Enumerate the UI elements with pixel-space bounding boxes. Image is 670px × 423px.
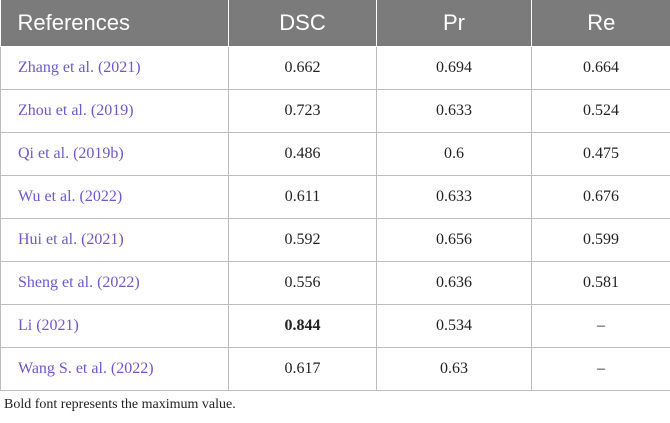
reference-close-paren: ) xyxy=(116,188,123,205)
reference-year-link[interactable]: 2021 xyxy=(41,317,74,334)
dsc-cell: 0.611 xyxy=(228,175,377,219)
reference-cell: Hui et al. (2021) xyxy=(0,218,229,262)
reference-year-link[interactable]: 2022 xyxy=(102,274,135,291)
pr-cell: 0.63 xyxy=(376,347,532,391)
reference-cell: Qi et al. (2019b) xyxy=(0,132,229,176)
re-cell: – xyxy=(531,304,670,348)
reference-cell: Zhang et al. (2021) xyxy=(0,46,229,90)
reference-author-link[interactable]: Sheng et al. ( xyxy=(18,274,103,291)
reference-cell: Wu et al. (2022) xyxy=(0,175,229,219)
re-cell: 0.475 xyxy=(531,132,670,176)
reference-year-link[interactable]: 2019b xyxy=(78,145,119,162)
re-cell: 0.599 xyxy=(531,218,670,262)
table-row: Li (2021) 0.844 0.534– xyxy=(0,304,670,348)
table-row: Zhou et al. (2019) 0.723 0.633 0.524 xyxy=(0,89,670,133)
reference-year-link[interactable]: 2022 xyxy=(84,188,117,205)
re-cell: 0.676 xyxy=(531,175,670,219)
reference-cell: Wang S. et al. (2022) xyxy=(0,347,229,391)
reference-year-link[interactable]: 2021 xyxy=(103,59,136,76)
pr-cell: 0.636 xyxy=(376,261,532,305)
dsc-cell: 0.662 xyxy=(228,46,377,90)
reference-author-link[interactable]: Wang S. et al. ( xyxy=(18,360,117,377)
header-dsc: DSC xyxy=(228,0,377,47)
reference-year-link[interactable]: 2019 xyxy=(96,102,129,119)
reference-author-link[interactable]: Wu et al. ( xyxy=(18,188,85,205)
dsc-cell: 0.617 xyxy=(228,347,377,391)
header-re: Re xyxy=(531,0,670,47)
header-references: References xyxy=(0,0,229,47)
re-cell: – xyxy=(531,347,670,391)
reference-author-link[interactable]: Hui et al. ( xyxy=(18,231,87,248)
table-row: Wu et al. (2022) 0.611 0.633 0.676 xyxy=(0,175,670,219)
dsc-cell: 0.844 xyxy=(228,304,377,348)
reference-author-link[interactable]: Zhang et al. ( xyxy=(18,59,104,76)
pr-cell: 0.656 xyxy=(376,218,532,262)
pr-cell: 0.534 xyxy=(376,304,532,348)
reference-author-link[interactable]: Qi et al. ( xyxy=(18,145,79,162)
reference-close-paren: ) xyxy=(135,59,141,76)
table-row: Hui et al. (2021) 0.592 0.656 0.599 xyxy=(0,218,670,262)
reference-close-paren: ) xyxy=(118,145,124,162)
table-header-row: References DSC Pr Re xyxy=(0,0,670,47)
results-table-container: References DSC Pr Re Zhang et al. (2021)… xyxy=(0,0,670,391)
reference-cell: Zhou et al. (2019) xyxy=(0,89,229,133)
table-row: Sheng et al. (2022) 0.556 0.636 0.581 xyxy=(0,261,670,305)
re-cell: 0.581 xyxy=(531,261,670,305)
reference-close-paren: ) xyxy=(118,231,124,248)
table-row: Zhang et al. (2021) 0.662 0.694 0.664 xyxy=(0,46,670,90)
reference-author-link[interactable]: Li ( xyxy=(18,317,42,334)
reference-close-paren: ) xyxy=(148,360,154,377)
re-cell: 0.524 xyxy=(531,89,670,133)
pr-cell: 0.6 xyxy=(376,132,532,176)
reference-close-paren: ) xyxy=(73,317,79,334)
pr-cell: 0.633 xyxy=(376,175,532,219)
results-table: References DSC Pr Re Zhang et al. (2021)… xyxy=(0,0,670,391)
table-row: Qi et al. (2019b) 0.486 0.6 0.475 xyxy=(0,132,670,176)
pr-cell: 0.633 xyxy=(376,89,532,133)
dsc-cell: 0.486 xyxy=(228,132,377,176)
dsc-cell: 0.723 xyxy=(228,89,377,133)
re-cell: 0.664 xyxy=(531,46,670,90)
reference-close-paren: ) xyxy=(128,102,134,119)
reference-cell: Li (2021) xyxy=(0,304,229,348)
dsc-cell: 0.592 xyxy=(228,218,377,262)
reference-cell: Sheng et al. (2022) xyxy=(0,261,229,305)
dsc-cell: 0.556 xyxy=(228,261,377,305)
reference-year-link[interactable]: 2022 xyxy=(116,360,149,377)
table-row: Wang S. et al. (2022) 0.617 0.63– xyxy=(0,347,670,391)
header-pr: Pr xyxy=(376,0,532,47)
reference-year-link[interactable]: 2021 xyxy=(86,231,119,248)
reference-close-paren: ) xyxy=(134,274,140,291)
reference-author-link[interactable]: Zhou et al. ( xyxy=(18,102,97,119)
table-footnote: Bold font represents the maximum value. xyxy=(4,397,236,412)
pr-cell: 0.694 xyxy=(376,46,532,90)
